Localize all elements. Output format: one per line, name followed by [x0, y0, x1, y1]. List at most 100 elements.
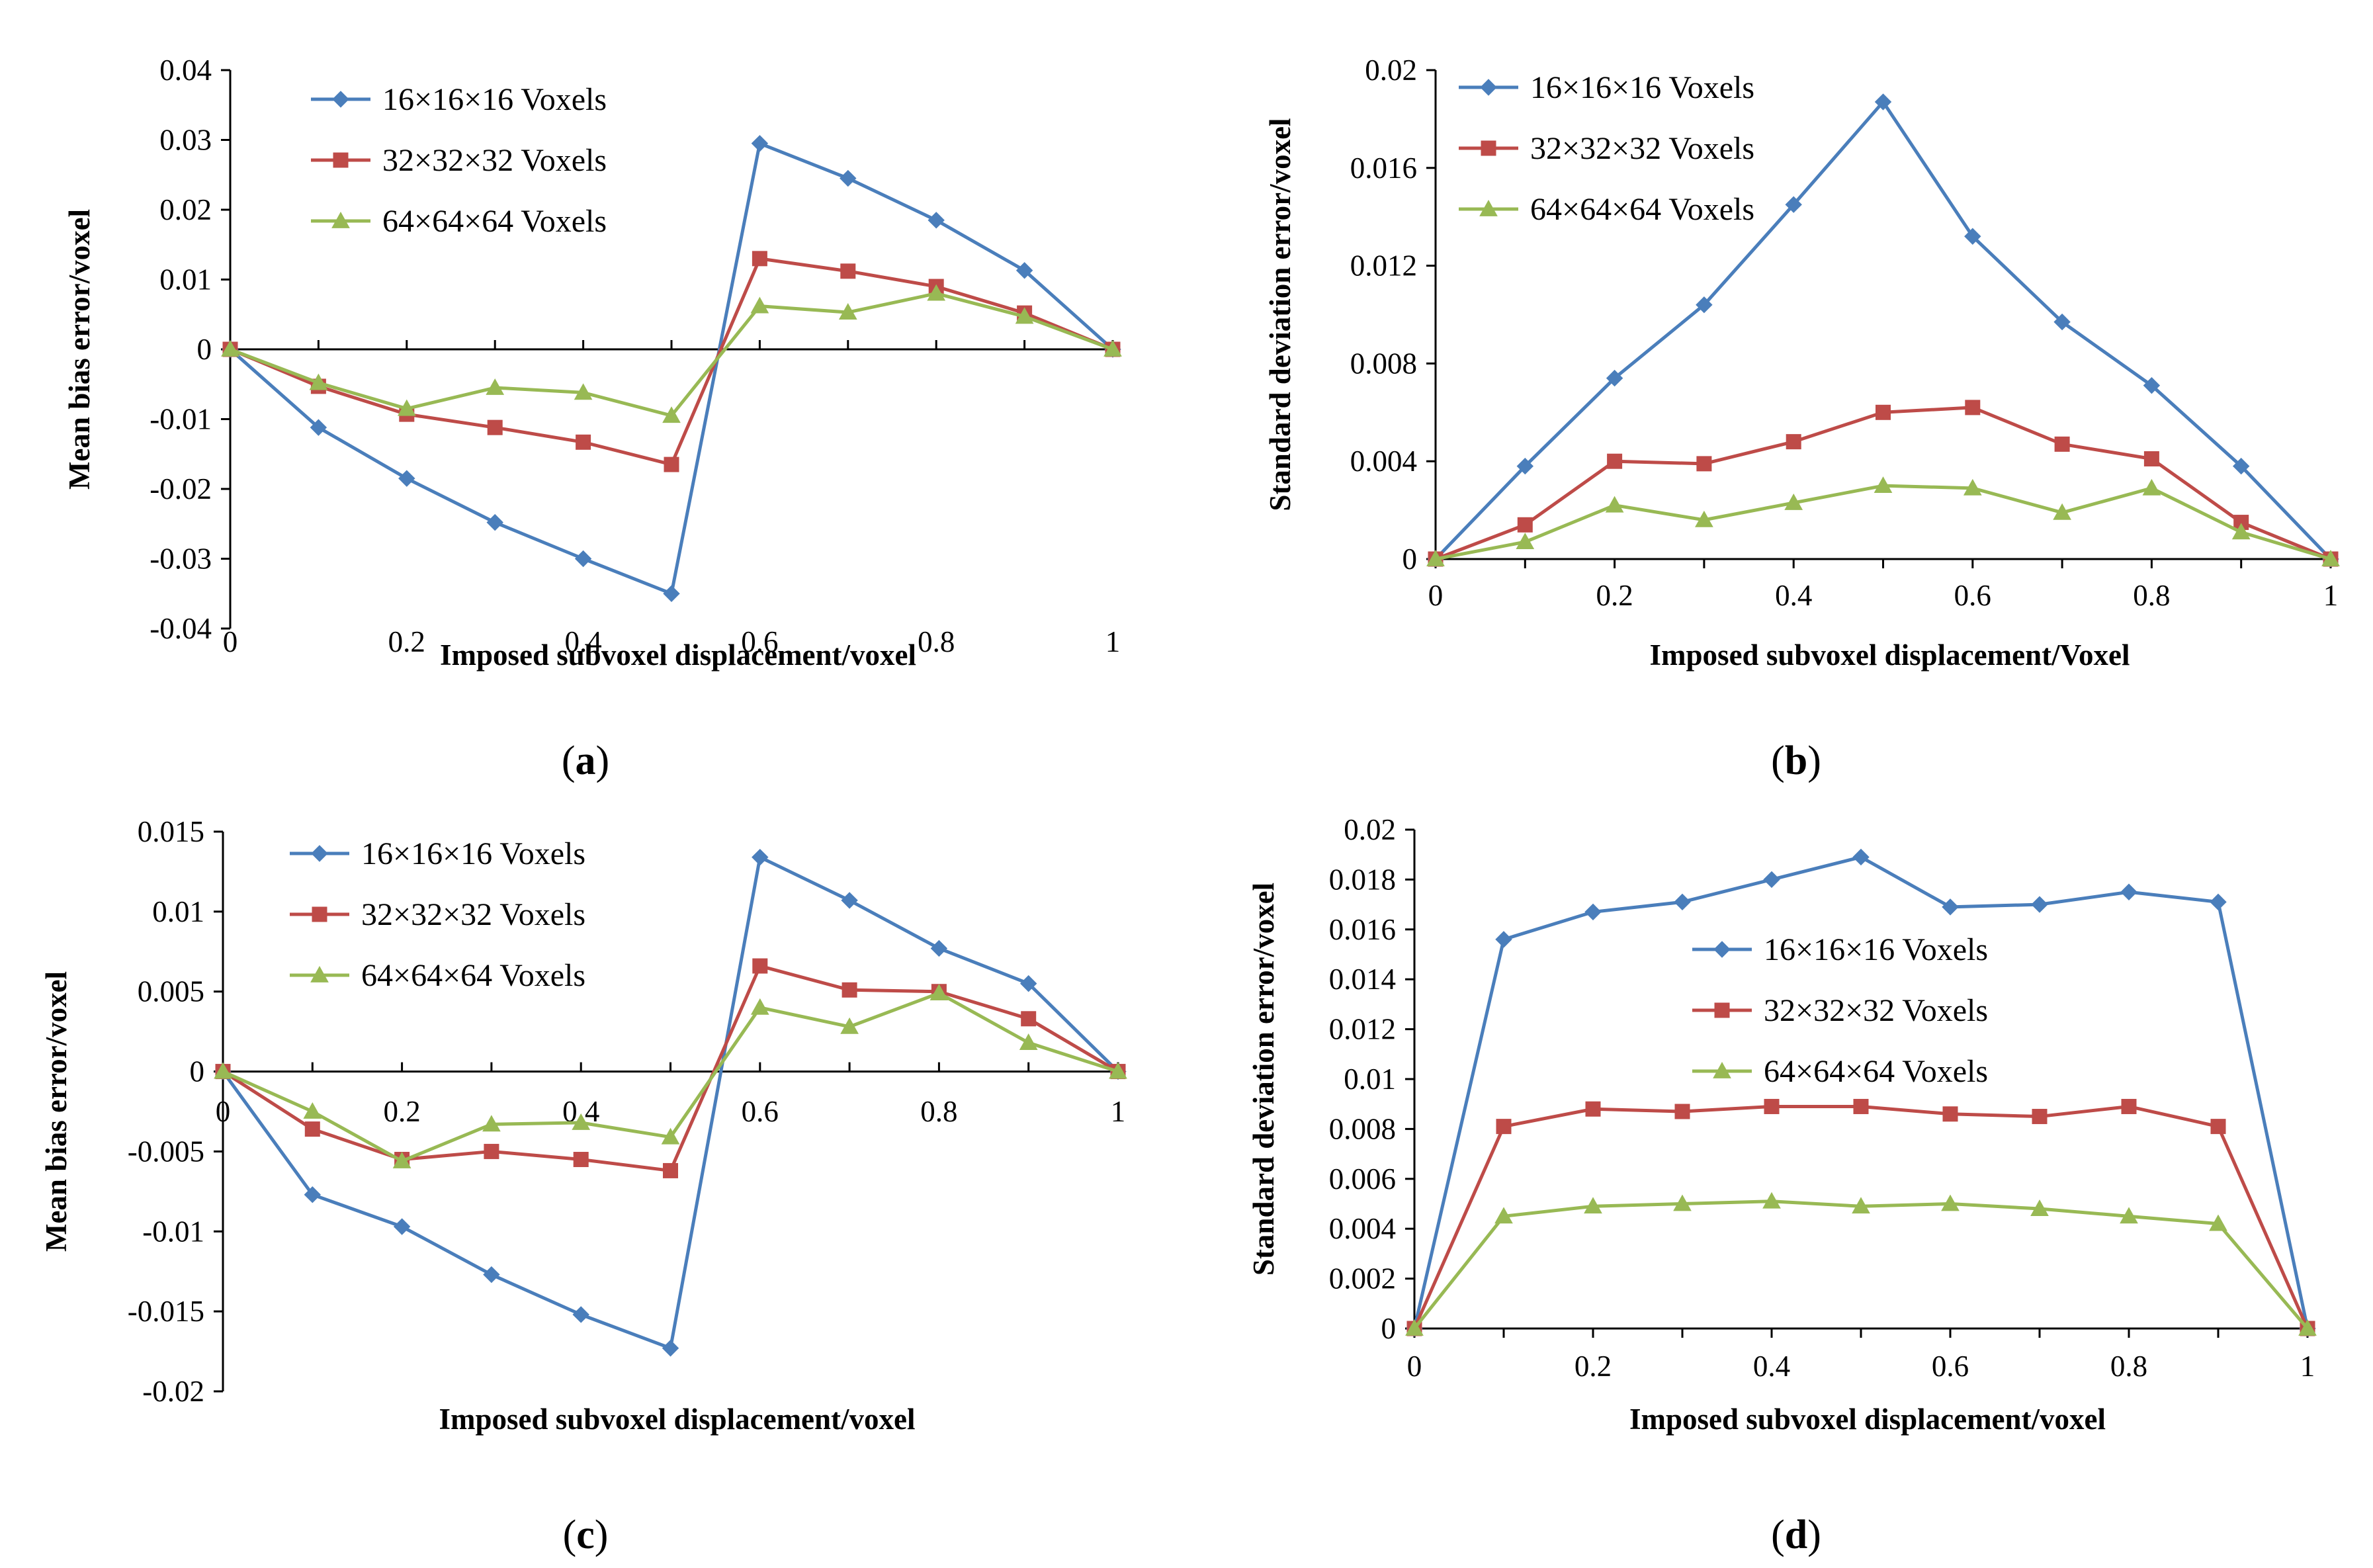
y-tick-label: 0.005	[138, 975, 204, 1008]
chart-panel-b: 0.02 0.016 0.012 0.008 0.004 00 0.2 0.4 0.6 0.8 1 I…	[1264, 54, 2340, 783]
data-point-marker	[750, 998, 769, 1015]
legend-label: 32×32×32 Voxels	[361, 897, 585, 932]
data-point-marker	[1874, 93, 1892, 110]
y-tick-label: 0.016	[1350, 152, 1417, 185]
data-point-marker	[1494, 1207, 1513, 1224]
legend-entry: 32×32×32 Voxels	[1459, 131, 1754, 166]
legend-entry: 64×64×64 Voxels	[1459, 192, 1754, 227]
data-point-marker	[331, 211, 350, 228]
data-point-marker	[1762, 1192, 1781, 1209]
legend-label: 16×16×16 Voxels	[361, 836, 585, 871]
data-point-marker	[311, 845, 328, 862]
data-point-marker	[661, 1127, 680, 1145]
data-point-marker	[2031, 896, 2048, 913]
data-point-marker	[840, 169, 857, 187]
data-point-marker	[2053, 503, 2071, 520]
data-point-marker	[663, 1162, 678, 1178]
y-tick-label: -0.015	[128, 1295, 204, 1328]
data-point-marker	[398, 470, 415, 487]
y-tick-label: -0.04	[150, 612, 212, 645]
legend-entry: 32×32×32 Voxels	[311, 143, 607, 178]
data-point-marker	[752, 251, 767, 267]
data-point-marker	[1942, 1106, 1958, 1122]
data-point-marker	[482, 1115, 501, 1132]
x-tick-label: 0.2	[388, 625, 425, 658]
data-point-marker	[572, 1306, 589, 1323]
x-axis-title: Imposed subvoxel displacement/Voxel	[1650, 638, 2130, 672]
data-point-marker	[2143, 451, 2159, 467]
data-point-marker	[303, 1102, 322, 1119]
data-point-marker	[2321, 549, 2340, 566]
panel-caption: (d)	[1771, 1512, 1821, 1557]
y-tick-label: -0.005	[128, 1135, 204, 1168]
data-point-marker	[1964, 228, 1981, 245]
y-axis-title: Standard deviation error/voxel	[1264, 118, 1297, 511]
data-point-marker	[214, 1062, 232, 1079]
data-point-marker	[1496, 1119, 1512, 1135]
y-tick-label: 0.01	[1344, 1063, 1396, 1096]
y-tick-label: 0	[197, 333, 212, 366]
series-line	[1413, 1199, 2309, 1330]
data-point-marker	[309, 373, 328, 390]
legend-label: 16×16×16 Voxels	[382, 82, 607, 117]
data-point-marker	[1673, 1194, 1692, 1211]
data-point-marker	[332, 91, 349, 108]
data-point-marker	[928, 212, 945, 229]
data-point-marker	[1605, 496, 1624, 513]
data-point-marker	[1584, 1197, 1602, 1214]
series-line	[1435, 484, 2331, 561]
legend-label: 16×16×16 Voxels	[1764, 932, 1988, 967]
data-point-marker	[312, 906, 327, 922]
data-point-marker	[574, 550, 592, 568]
x-tick-label: 0.2	[383, 1095, 420, 1128]
legend-label: 32×32×32 Voxels	[1764, 993, 1988, 1028]
x-axis-title: Imposed subvoxel displacement/voxel	[440, 638, 916, 672]
data-point-marker	[483, 1266, 500, 1284]
data-point-marker	[573, 1152, 589, 1168]
data-point-marker	[752, 848, 769, 866]
x-tick-label: 0.8	[2133, 579, 2170, 612]
data-point-marker	[662, 1340, 679, 1357]
data-point-marker	[841, 982, 857, 998]
series-line	[230, 292, 1113, 417]
y-tick-label: 0.04	[159, 54, 212, 87]
legend-label: 16×16×16 Voxels	[1530, 70, 1754, 105]
data-point-marker	[576, 434, 591, 450]
chart-panel-c: 0.015 0.01 0.005 0 -0.005 -0.01 -0.015 -0.02 0 0.…	[40, 815, 1127, 1557]
x-tick-label: 0.4	[1753, 1350, 1790, 1383]
y-tick-label: 0.01	[152, 895, 204, 928]
data-point-marker	[1852, 848, 1870, 866]
y-tick-label: 0.012	[1329, 1013, 1396, 1046]
data-point-marker	[2032, 1109, 2048, 1125]
data-point-marker	[662, 406, 681, 423]
data-point-marker	[572, 1113, 591, 1130]
data-point-marker	[1763, 871, 1780, 889]
data-point-marker	[1606, 369, 1623, 387]
y-tick-label: 0.02	[159, 193, 212, 226]
legend-entry: 32×32×32 Voxels	[1692, 993, 1988, 1028]
legend-label: 64×64×64 Voxels	[1764, 1054, 1988, 1089]
data-point-marker	[663, 585, 680, 602]
y-axis-title: Standard deviation error/voxel	[1247, 883, 1280, 1276]
legend-entry: 64×64×64 Voxels	[290, 958, 585, 993]
data-point-marker	[221, 339, 239, 357]
data-point-marker	[1015, 262, 1033, 279]
data-point-marker	[1674, 1104, 1690, 1119]
data-point-marker	[1103, 339, 1122, 357]
x-tick-label: 0.4	[1775, 579, 1812, 612]
series-line	[1412, 1104, 2309, 1330]
data-point-marker	[393, 1218, 411, 1235]
data-point-marker	[2054, 436, 2070, 452]
y-tick-label: 0.018	[1329, 863, 1396, 896]
data-point-marker	[1714, 1002, 1730, 1018]
data-point-marker	[1015, 307, 1034, 324]
y-tick-label: 0.02	[1365, 54, 1417, 87]
x-tick-label: 0.2	[1575, 1350, 1612, 1383]
data-point-marker	[1853, 1098, 1869, 1114]
data-point-marker	[1695, 510, 1713, 527]
data-point-marker	[1786, 434, 1801, 450]
series-line	[221, 855, 1119, 1350]
series-line	[1412, 855, 2309, 1329]
y-tick-label: 0	[1381, 1312, 1397, 1345]
x-tick-label: 0.6	[1932, 1350, 1969, 1383]
